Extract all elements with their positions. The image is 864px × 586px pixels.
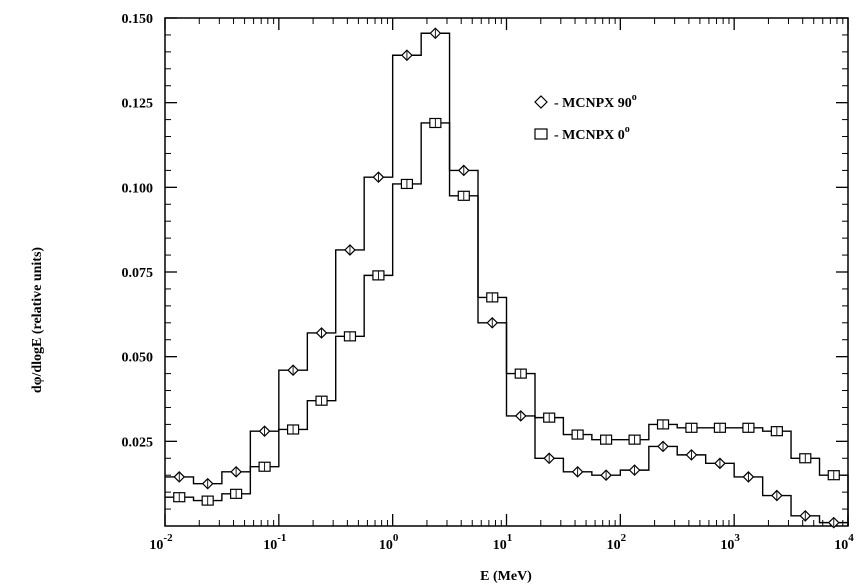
- x-tick-label: 10-1: [263, 532, 286, 553]
- legend-label-0: - MCNPX 0o: [554, 124, 630, 143]
- series-square: [165, 117, 849, 526]
- series-layer: [165, 27, 849, 529]
- x-tick-label: 10-2: [149, 532, 173, 553]
- series-step-line: [165, 32, 849, 526]
- legend-diamond-icon: [534, 95, 548, 109]
- legend-label-90: - MCNPX 90o: [554, 92, 637, 111]
- legend-square-icon: [534, 128, 548, 140]
- x-tick-label: 100: [379, 532, 399, 553]
- x-tick-label: 102: [607, 532, 627, 553]
- y-tick-label: 0.050: [122, 351, 154, 366]
- y-axis-title: dφ/dlogE (relative units): [30, 247, 45, 393]
- legend-diamond-icon-shape: [534, 95, 548, 109]
- series-diamond: [165, 27, 849, 529]
- y-tick-label: 0.075: [122, 266, 154, 281]
- x-tick-label: 104: [834, 532, 854, 553]
- y-tick-label: 0.100: [122, 181, 154, 196]
- y-tick-label: 0.150: [122, 12, 154, 27]
- x-tick-label: 103: [720, 532, 740, 553]
- plot-frame: [164, 17, 849, 527]
- x-axis-title: E (MeV): [480, 569, 532, 584]
- y-tick-label: 0.125: [122, 97, 154, 112]
- legend-item-square: - MCNPX 0o: [534, 124, 630, 143]
- legend-item-diamond: - MCNPX 90o: [534, 92, 637, 111]
- ticks-layer: 10-2 10-1 100 101 102 103 104 0.025 0.050 0.075 0.…: [122, 12, 855, 553]
- legend: - MCNPX 90o - MCNPX 0o: [534, 92, 637, 143]
- y-tick-label: 0.025: [122, 435, 154, 450]
- legend-square-icon-shape: [534, 128, 548, 140]
- x-tick-label: 101: [493, 532, 513, 553]
